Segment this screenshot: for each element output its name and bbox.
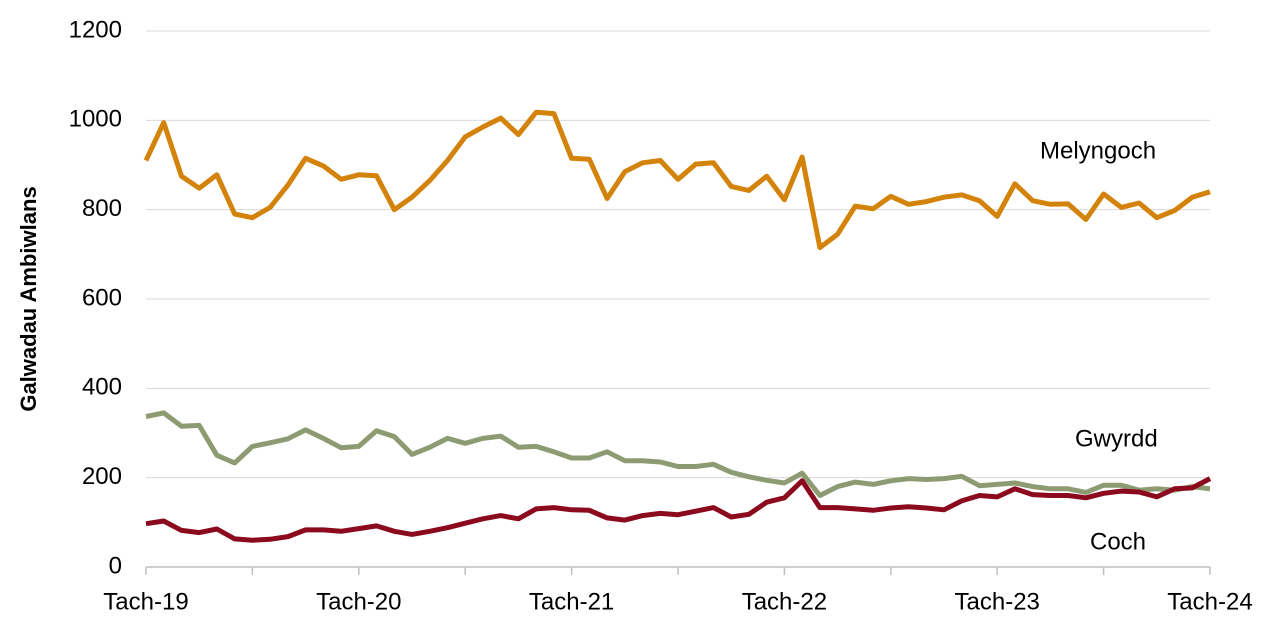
x-tick-label: Tach-19 — [103, 588, 188, 615]
x-tick-label: Tach-23 — [955, 588, 1040, 615]
x-tick-label: Tach-20 — [316, 588, 401, 615]
y-tick-label: 800 — [82, 195, 122, 222]
y-tick-label: 400 — [82, 374, 122, 401]
x-tick-label: Tach-24 — [1167, 588, 1252, 615]
series-label: Gwyrdd — [1075, 425, 1158, 452]
x-tick-label: Tach-22 — [742, 588, 827, 615]
x-tick-label: Tach-21 — [529, 588, 614, 615]
y-tick-label: 0 — [109, 552, 122, 579]
series-line — [145, 410, 1211, 498]
y-tick-label: 200 — [82, 463, 122, 490]
y-tick-label: 600 — [82, 284, 122, 311]
series-label: Melyngoch — [1040, 137, 1156, 164]
series-label: Coch — [1090, 528, 1146, 555]
y-tick-label: 1000 — [69, 106, 122, 133]
series-line — [145, 476, 1212, 543]
y-tick-label: 1200 — [69, 16, 122, 43]
series-line — [143, 109, 1211, 251]
y-axis-label: Galwadau Ambiwlans — [16, 186, 41, 411]
